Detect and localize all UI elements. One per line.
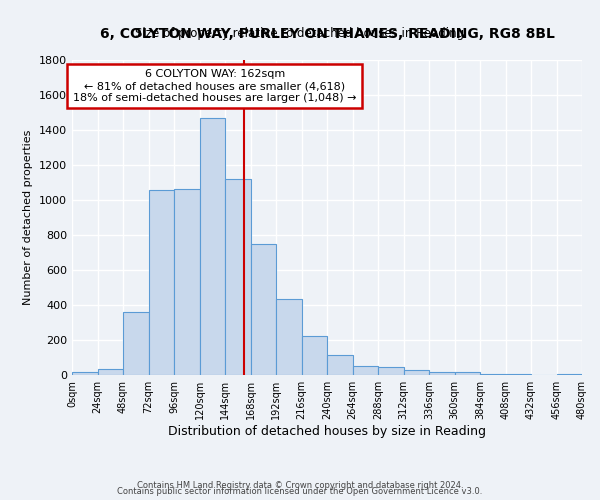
Bar (199, 118, 225, 375)
Bar (276, 299, 302, 375)
Bar (97, 370, 123, 375)
Text: Size of property relative to detached houses in Reading: Size of property relative to detached ho… (136, 28, 464, 40)
Bar (429, 372, 455, 375)
Bar (378, 367, 404, 375)
Y-axis label: Number of detached properties: Number of detached properties (23, 130, 34, 305)
Text: 6 COLYTON WAY: 162sqm
← 81% of detached houses are smaller (4,618)
18% of semi-d: 6 COLYTON WAY: 162sqm ← 81% of detached … (73, 70, 356, 102)
Bar (557, 374, 582, 375)
Bar (302, 336, 327, 375)
Bar (353, 366, 378, 375)
Bar (251, 244, 276, 375)
Bar (225, 179, 251, 375)
Bar (149, 190, 174, 375)
Bar (455, 372, 480, 375)
Title: 6, COLYTON WAY, PURLEY ON THAMES, READING, RG8 8BL: 6, COLYTON WAY, PURLEY ON THAMES, READIN… (100, 27, 554, 41)
Bar (327, 355, 353, 375)
Bar (174, 188, 199, 375)
Bar (480, 374, 505, 375)
Text: Contains public sector information licensed under the Open Government Licence v3: Contains public sector information licen… (118, 487, 482, 496)
Bar (505, 374, 531, 375)
X-axis label: Distribution of detached houses by size in Reading: Distribution of detached houses by size … (168, 424, 486, 438)
Bar (404, 370, 429, 375)
Bar (72, 372, 97, 375)
Bar (123, 312, 149, 375)
Text: Contains HM Land Registry data © Crown copyright and database right 2024.: Contains HM Land Registry data © Crown c… (137, 481, 463, 490)
